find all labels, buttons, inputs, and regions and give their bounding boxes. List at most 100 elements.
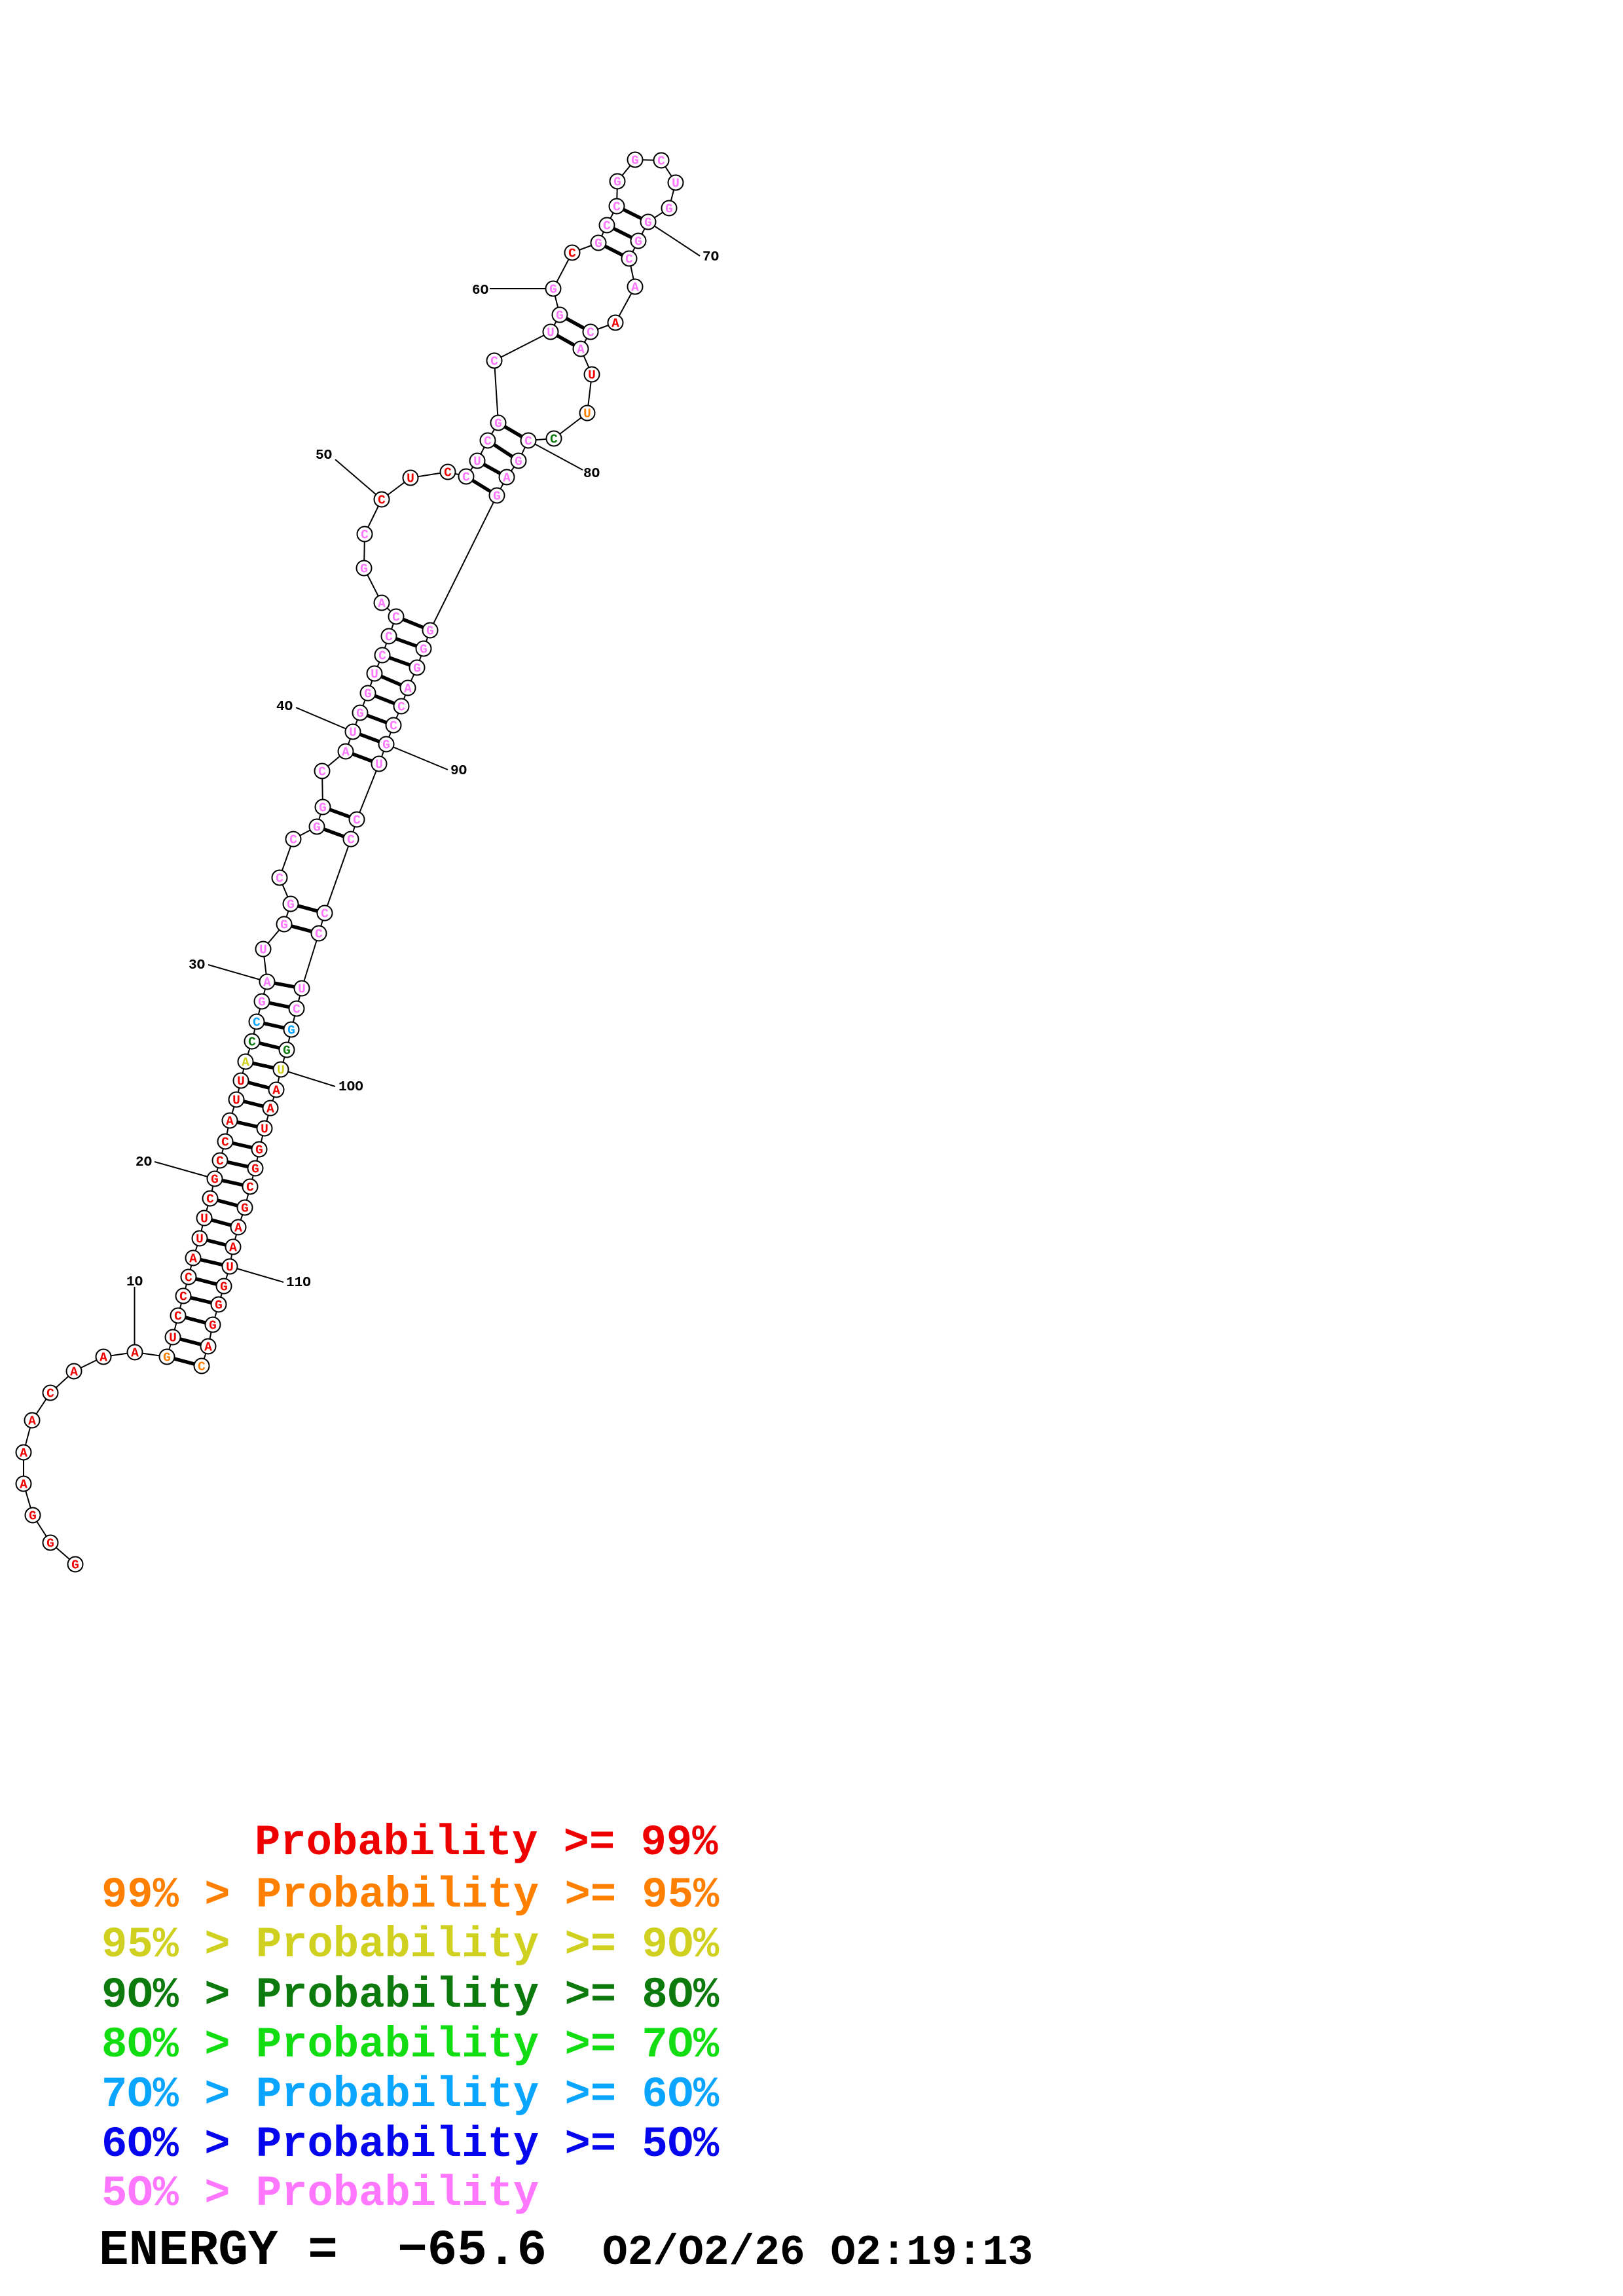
svg-text:A: A — [378, 597, 386, 611]
svg-text:A: A — [229, 1241, 237, 1255]
svg-text:U: U — [547, 326, 555, 340]
svg-text:A: A — [263, 976, 271, 990]
svg-text:C: C — [378, 493, 386, 508]
svg-text:C: C — [568, 247, 576, 261]
svg-text:C: C — [174, 1310, 182, 1324]
svg-text:2O: 2O — [136, 1155, 152, 1170]
svg-text:C: C — [185, 1271, 192, 1285]
svg-text:U: U — [237, 1075, 245, 1089]
svg-text:5O% > Probability: 5O% > Probability — [101, 2169, 539, 2218]
svg-text:U: U — [349, 726, 357, 740]
svg-text:A: A — [611, 317, 619, 331]
svg-text:A: A — [631, 281, 639, 295]
svg-text:1O: 1O — [126, 1275, 143, 1290]
svg-text:U: U — [259, 943, 267, 958]
svg-text:C: C — [289, 833, 297, 848]
svg-text:C: C — [293, 1003, 301, 1017]
svg-text:C: C — [276, 872, 283, 886]
svg-text:G: G — [549, 283, 557, 297]
svg-text:99% > Probability >= 95%: 99% > Probability >= 95% — [101, 1871, 720, 1920]
svg-text:O2/O2/26 O2:19:13: O2/O2/26 O2:19:13 — [602, 2229, 1033, 2277]
svg-text:Probability >= 99%: Probability >= 99% — [255, 1818, 718, 1867]
svg-text:G: G — [556, 309, 564, 323]
svg-text:ENERGY = −65.6: ENERGY = −65.6 — [99, 2223, 547, 2279]
svg-text:G: G — [255, 1143, 263, 1158]
svg-text:G: G — [163, 1351, 171, 1365]
svg-text:A: A — [28, 1414, 36, 1429]
svg-text:95% > Probability >= 9O%: 95% > Probability >= 9O% — [101, 1920, 720, 1969]
svg-text:A: A — [70, 1365, 78, 1380]
svg-text:C: C — [315, 927, 323, 942]
svg-text:4O: 4O — [276, 700, 293, 715]
svg-text:1OO: 1OO — [338, 1080, 363, 1095]
svg-text:G: G — [313, 821, 321, 835]
svg-text:U: U — [200, 1212, 208, 1227]
svg-text:A: A — [20, 1478, 27, 1492]
svg-text:A: A — [226, 1115, 234, 1129]
svg-text:C: C — [206, 1193, 214, 1207]
svg-text:C: C — [248, 1035, 256, 1050]
svg-text:U: U — [196, 1232, 204, 1247]
svg-text:G: G — [215, 1299, 223, 1313]
svg-text:6O% > Probability >= 5O%: 6O% > Probability >= 5O% — [101, 2120, 720, 2169]
svg-text:C: C — [490, 355, 498, 369]
svg-text:A: A — [242, 1056, 249, 1070]
svg-text:A: A — [189, 1252, 197, 1266]
svg-text:C: C — [397, 700, 405, 715]
svg-text:G: G — [494, 417, 502, 431]
svg-text:G: G — [251, 1162, 259, 1177]
svg-text:G: G — [644, 216, 652, 230]
svg-text:G: G — [382, 738, 390, 753]
svg-text:C: C — [444, 466, 452, 480]
svg-text:G: G — [420, 643, 428, 657]
svg-text:A: A — [266, 1102, 274, 1117]
svg-text:8O% > Probability >= 7O%: 8O% > Probability >= 7O% — [101, 2020, 720, 2070]
svg-text:C: C — [484, 435, 492, 449]
svg-text:G: G — [209, 1319, 217, 1333]
svg-text:G: G — [360, 562, 368, 577]
svg-text:U: U — [277, 1064, 285, 1078]
svg-text:U: U — [588, 368, 596, 383]
svg-text:G: G — [241, 1202, 249, 1216]
svg-text:C: C — [353, 814, 361, 828]
svg-text:8O: 8O — [583, 467, 600, 482]
svg-text:C: C — [221, 1136, 229, 1150]
svg-text:C: C — [246, 1181, 254, 1195]
svg-text:G: G — [665, 202, 673, 217]
svg-text:G: G — [319, 801, 327, 816]
svg-text:G: G — [613, 175, 621, 190]
svg-text:G: G — [594, 237, 602, 251]
svg-text:A: A — [342, 745, 350, 760]
svg-text:U: U — [261, 1122, 268, 1137]
svg-text:A: A — [131, 1346, 139, 1361]
svg-text:11O: 11O — [286, 1276, 311, 1291]
svg-text:C: C — [216, 1155, 224, 1169]
svg-text:9O: 9O — [450, 764, 467, 779]
svg-text:U: U — [169, 1331, 177, 1346]
svg-text:C: C — [347, 833, 355, 848]
svg-text:7O: 7O — [702, 250, 719, 265]
svg-text:G: G — [515, 455, 522, 469]
svg-text:C: C — [253, 1016, 261, 1030]
svg-text:A: A — [577, 343, 585, 357]
svg-text:U: U — [407, 472, 414, 486]
svg-text:C: C — [613, 200, 621, 215]
svg-text:G: G — [258, 996, 266, 1010]
svg-text:G: G — [413, 662, 421, 676]
svg-text:G: G — [426, 624, 434, 639]
svg-text:A: A — [20, 1446, 27, 1461]
svg-text:C: C — [378, 649, 386, 664]
svg-text:C: C — [587, 326, 594, 340]
svg-text:G: G — [29, 1509, 37, 1524]
svg-text:G: G — [493, 490, 501, 504]
svg-text:C: C — [390, 719, 397, 734]
svg-text:C: C — [361, 528, 369, 543]
svg-text:U: U — [232, 1094, 240, 1108]
svg-text:C: C — [657, 154, 665, 169]
svg-text:C: C — [385, 630, 393, 645]
svg-text:G: G — [280, 918, 288, 933]
svg-text:C: C — [179, 1290, 187, 1304]
svg-text:U: U — [672, 177, 680, 191]
svg-text:C: C — [318, 765, 326, 780]
svg-text:U: U — [371, 668, 378, 682]
